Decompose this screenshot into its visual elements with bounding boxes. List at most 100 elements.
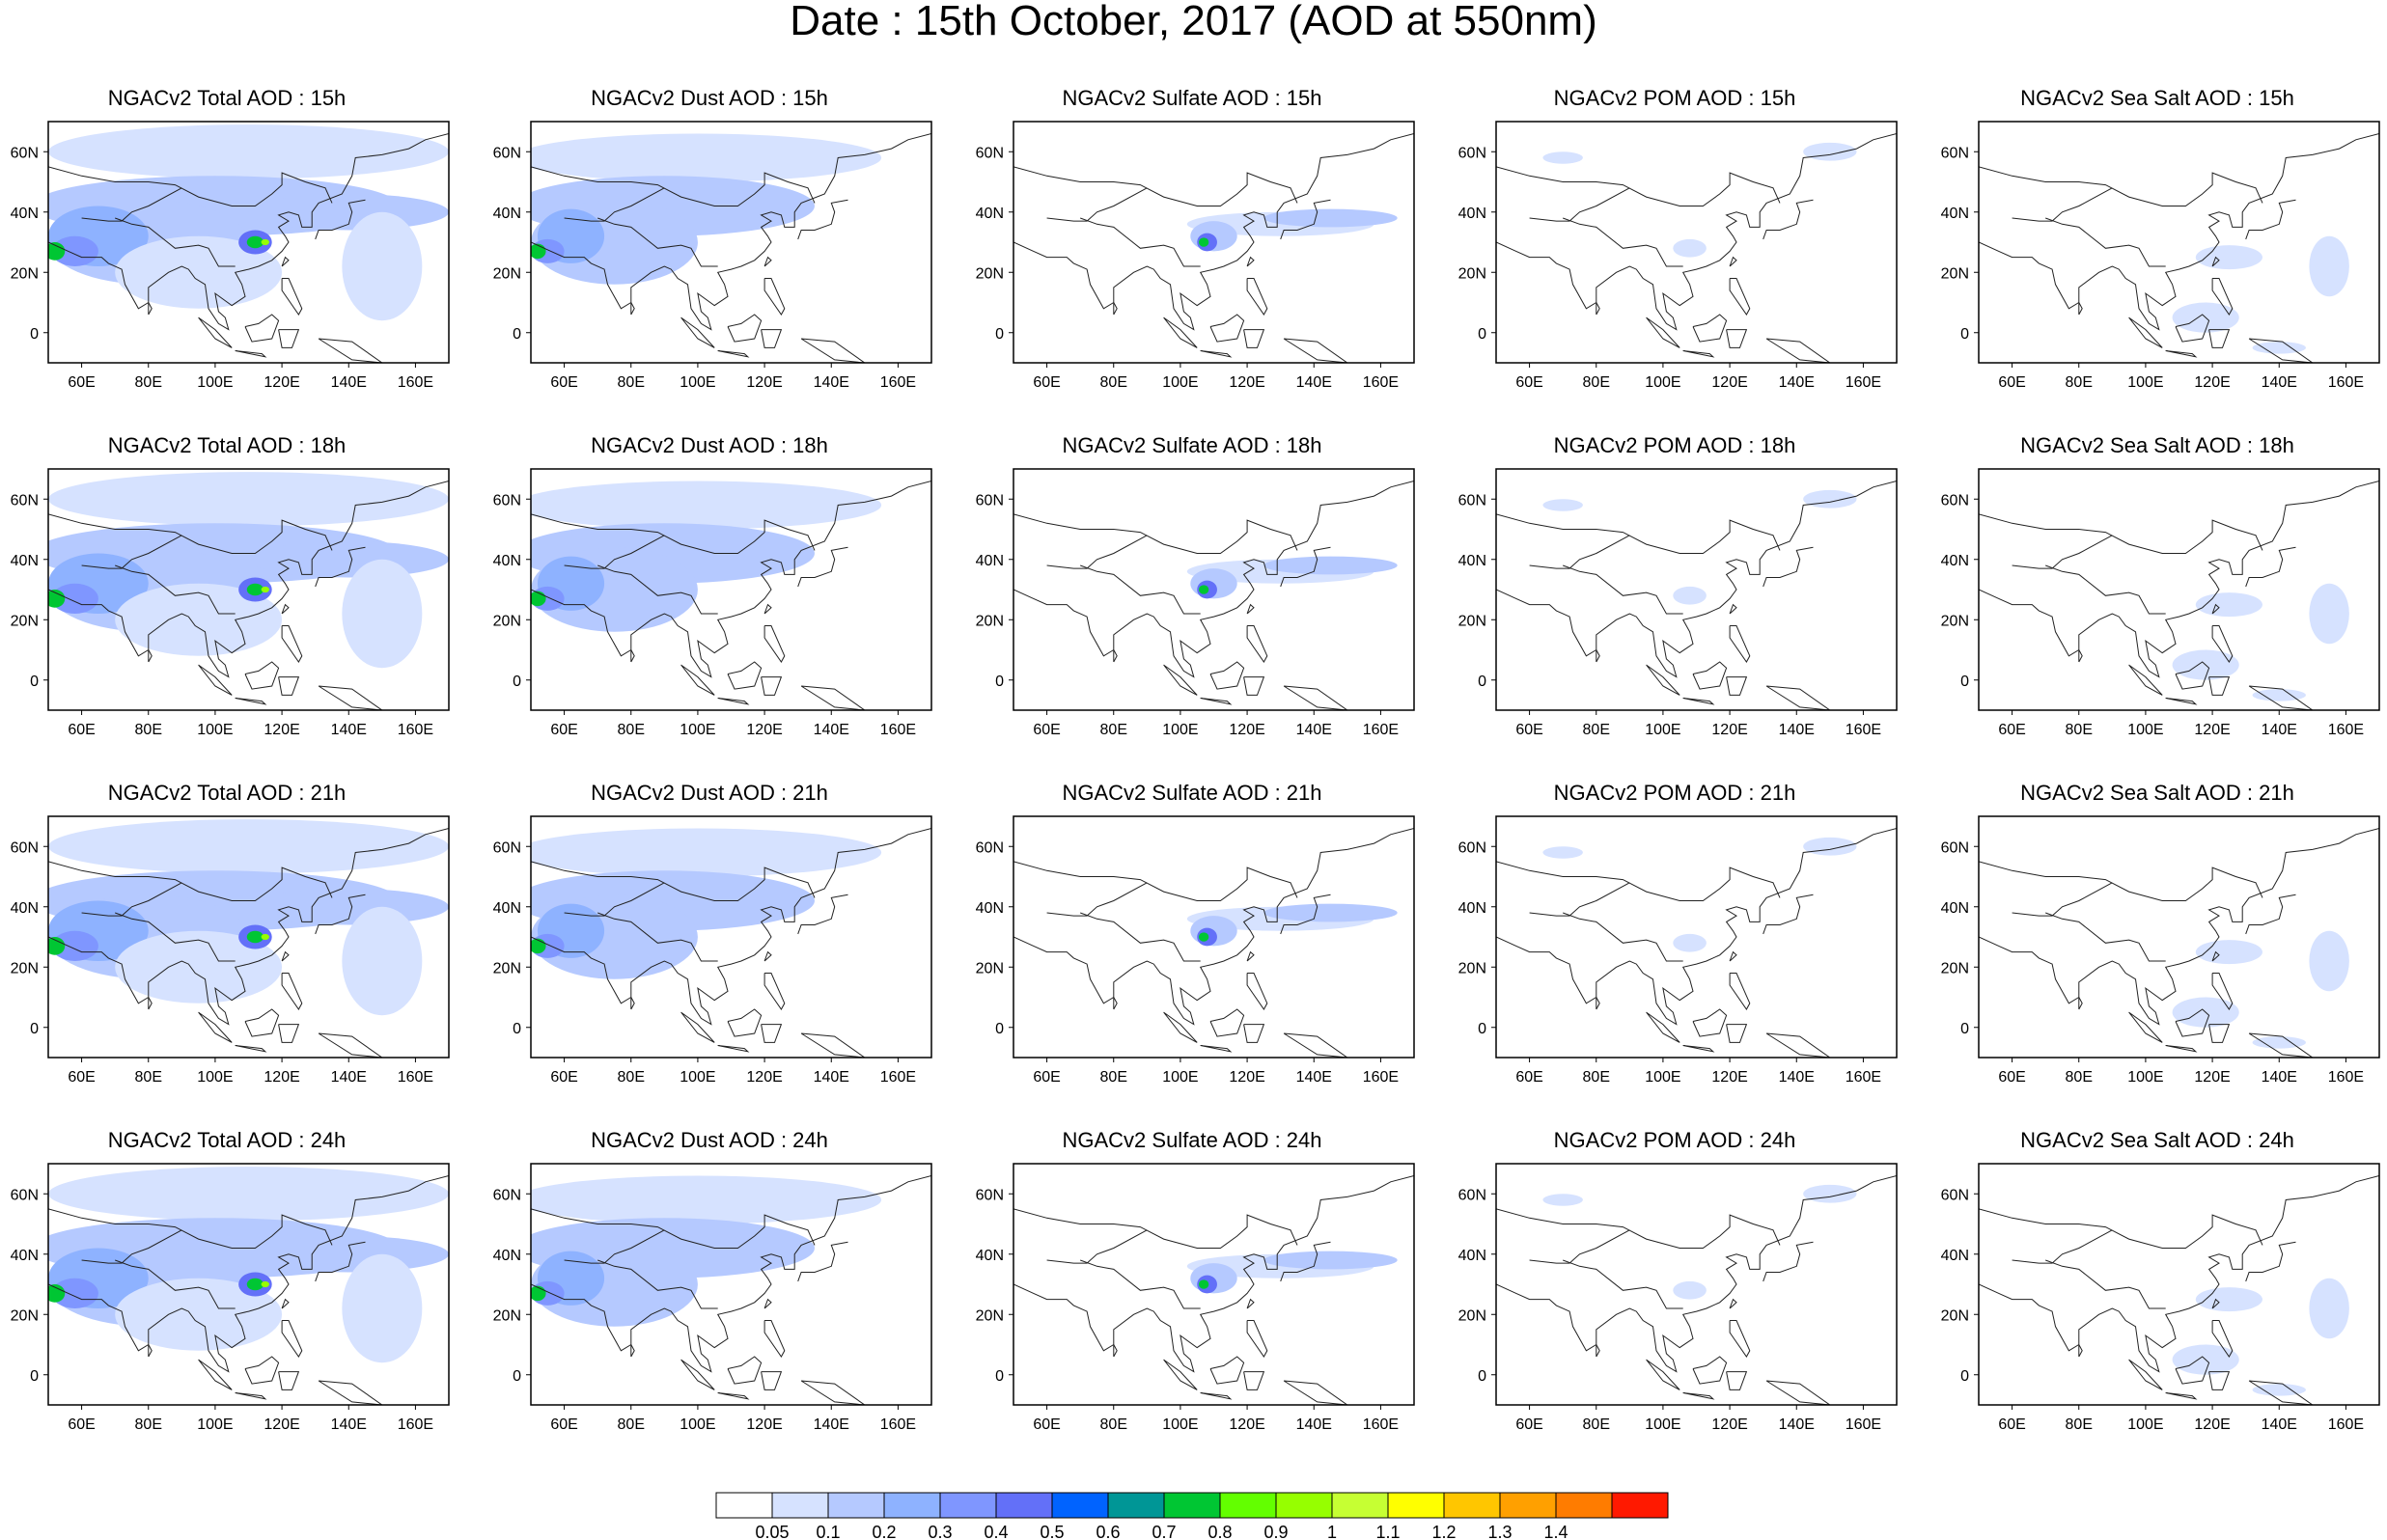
coastline bbox=[1496, 828, 1897, 1026]
colorbar-label: 1.3 bbox=[1487, 1523, 1512, 1540]
coastline bbox=[1283, 1380, 1348, 1405]
lon-tick-label: 60E bbox=[1033, 374, 1060, 391]
lat-tick-label: 20N bbox=[11, 1307, 39, 1324]
lon-tick-label: 80E bbox=[1583, 722, 1610, 738]
coastline bbox=[81, 535, 182, 569]
coastline bbox=[1496, 513, 1781, 554]
coastline bbox=[281, 256, 290, 267]
coastline bbox=[235, 698, 267, 705]
lon-tick-label: 140E bbox=[814, 1416, 849, 1433]
coastline bbox=[2211, 1320, 2234, 1358]
aod-contour bbox=[48, 472, 449, 527]
aod-contour bbox=[48, 937, 66, 955]
coastline bbox=[1246, 950, 1255, 962]
coastline bbox=[800, 685, 866, 710]
coastline bbox=[1246, 625, 1268, 663]
coastline bbox=[1246, 1320, 1268, 1358]
aod-field bbox=[531, 481, 931, 710]
coastline bbox=[1243, 1371, 1265, 1390]
lat-tick-label: 20N bbox=[11, 265, 39, 282]
colorbar-label: 0.4 bbox=[984, 1523, 1008, 1540]
aod-map: 60N 40N 20N 0 60E 80E 100E 120E 140E 160E bbox=[493, 468, 932, 738]
lon-tick-label: 140E bbox=[331, 374, 367, 391]
lon-tick-label: 140E bbox=[1779, 722, 1815, 738]
coastline bbox=[763, 625, 786, 663]
map-frame bbox=[1495, 121, 1898, 364]
aod-field bbox=[1979, 828, 2379, 1058]
aod-contour bbox=[48, 242, 66, 261]
coastline bbox=[564, 535, 665, 569]
lon-tick-label: 120E bbox=[2194, 1416, 2230, 1433]
aod-map: 60N 40N 20N 0 60E 80E 100E 120E 140E 160E bbox=[976, 1163, 1415, 1433]
coastline bbox=[1726, 1024, 1748, 1043]
coastline bbox=[315, 894, 366, 935]
lon-tick-label: 140E bbox=[814, 374, 849, 391]
coastline bbox=[531, 513, 816, 554]
lon-tick-label: 140E bbox=[1779, 1069, 1815, 1086]
lon-tick-label: 60E bbox=[68, 722, 95, 738]
coastline bbox=[81, 1229, 182, 1264]
coastline bbox=[48, 861, 333, 901]
aod-map: 60N 40N 20N 0 60E 80E 100E 120E 140E 160E bbox=[493, 1163, 932, 1433]
colorbar-box bbox=[883, 1492, 941, 1519]
coastline bbox=[1646, 316, 1680, 348]
lon-tick-label: 60E bbox=[1033, 722, 1060, 738]
aod-contour bbox=[115, 1278, 283, 1351]
lat-tick-label: 20N bbox=[1941, 1307, 1969, 1324]
coastline bbox=[2045, 217, 2166, 267]
coastline bbox=[2248, 338, 2314, 363]
lon-tick-label: 140E bbox=[2262, 722, 2297, 738]
lon-tick-label: 160E bbox=[2328, 374, 2364, 391]
aod-contour bbox=[1263, 903, 1398, 922]
coastline bbox=[1726, 1371, 1748, 1390]
coastline bbox=[717, 698, 750, 705]
coastline bbox=[1692, 1008, 1728, 1037]
map-frame bbox=[1013, 815, 1415, 1059]
aod-field bbox=[1496, 1175, 1897, 1405]
aod-contour bbox=[246, 235, 264, 249]
lon-tick-label: 60E bbox=[550, 374, 577, 391]
coastline bbox=[531, 166, 816, 206]
lat-tick-label: 40N bbox=[976, 206, 1004, 222]
coastline bbox=[1529, 187, 1630, 222]
coastline bbox=[198, 316, 233, 348]
panel-title: NGACv2 Sea Salt AOD : 21h bbox=[2020, 781, 2294, 805]
aod-field bbox=[531, 1175, 931, 1405]
panel-title: NGACv2 Dust AOD : 21h bbox=[591, 781, 828, 805]
lat-tick-label: 40N bbox=[493, 900, 521, 917]
lat-tick-label: 60N bbox=[1941, 839, 1969, 856]
aod-contour bbox=[1198, 237, 1209, 247]
coastline bbox=[630, 302, 635, 316]
lon-tick-label: 100E bbox=[2127, 1416, 2163, 1433]
panel-title: NGACv2 Sea Salt AOD : 15h bbox=[2020, 86, 2294, 110]
lat-tick-label: 0 bbox=[1960, 674, 1969, 690]
coastline bbox=[115, 912, 236, 962]
coastline bbox=[763, 1298, 772, 1309]
lon-tick-label: 140E bbox=[2262, 1416, 2297, 1433]
lon-tick-label: 60E bbox=[1515, 722, 1542, 738]
coastline bbox=[315, 1241, 366, 1282]
coastline bbox=[1246, 256, 1255, 267]
aod-contour bbox=[1673, 238, 1707, 258]
coastline bbox=[1283, 1032, 1348, 1058]
lat-tick-label: 20N bbox=[493, 960, 521, 976]
lon-tick-label: 160E bbox=[1846, 1416, 1881, 1433]
coastline bbox=[1283, 685, 1348, 710]
aod-contour bbox=[2252, 1036, 2306, 1049]
panel-title: NGACv2 POM AOD : 15h bbox=[1553, 86, 1796, 110]
coastline bbox=[1563, 1259, 1683, 1309]
coastline bbox=[2211, 1298, 2220, 1309]
lon-tick-label: 100E bbox=[1645, 1069, 1680, 1086]
lat-tick-label: 40N bbox=[976, 900, 1004, 917]
coastline bbox=[1979, 1208, 2263, 1249]
lon-tick-label: 100E bbox=[2127, 1069, 2163, 1086]
colorbar-box bbox=[1443, 1492, 1501, 1519]
coastline bbox=[2078, 302, 2083, 316]
coastline bbox=[318, 1380, 383, 1405]
coastline bbox=[727, 1008, 763, 1037]
lon-tick-label: 80E bbox=[1583, 1416, 1610, 1433]
aod-contour bbox=[51, 1278, 98, 1308]
map-frame bbox=[1978, 1163, 2380, 1406]
lon-tick-label: 160E bbox=[880, 374, 916, 391]
lon-tick-label: 60E bbox=[550, 1069, 577, 1086]
